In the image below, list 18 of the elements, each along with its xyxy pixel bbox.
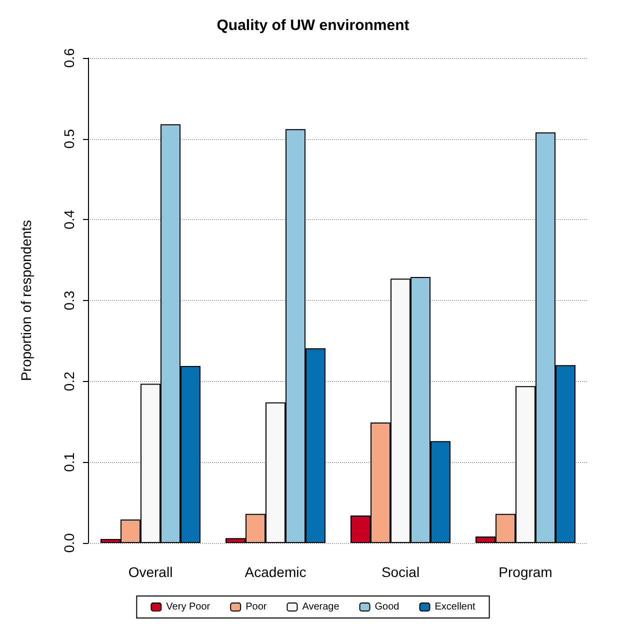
y-tick-label: 0.0 [61, 533, 77, 553]
y-tick-label: 0.1 [61, 452, 77, 472]
legend-label: Very Poor [166, 602, 211, 612]
x-tick-label: Program [498, 564, 552, 580]
chart-title: Quality of UW environment [216, 17, 410, 34]
x-tick-label: Overall [128, 564, 173, 580]
legend-label: Good [374, 602, 400, 612]
y-axis-title: Proportion of respondents [18, 220, 34, 382]
y-tick-label: 0.4 [61, 210, 77, 230]
y-tick-label: 0.5 [61, 128, 77, 149]
x-tick-label: Academic [244, 564, 306, 580]
legend-label: Excellent [434, 602, 476, 612]
legend-label: Poor [246, 602, 268, 612]
x-tick-label: Social [381, 564, 420, 580]
y-tick-label: 0.6 [61, 48, 77, 68]
y-tick-label: 0.3 [61, 290, 77, 310]
y-tick-label: 0.2 [61, 371, 77, 392]
legend-label: Average [302, 602, 340, 612]
